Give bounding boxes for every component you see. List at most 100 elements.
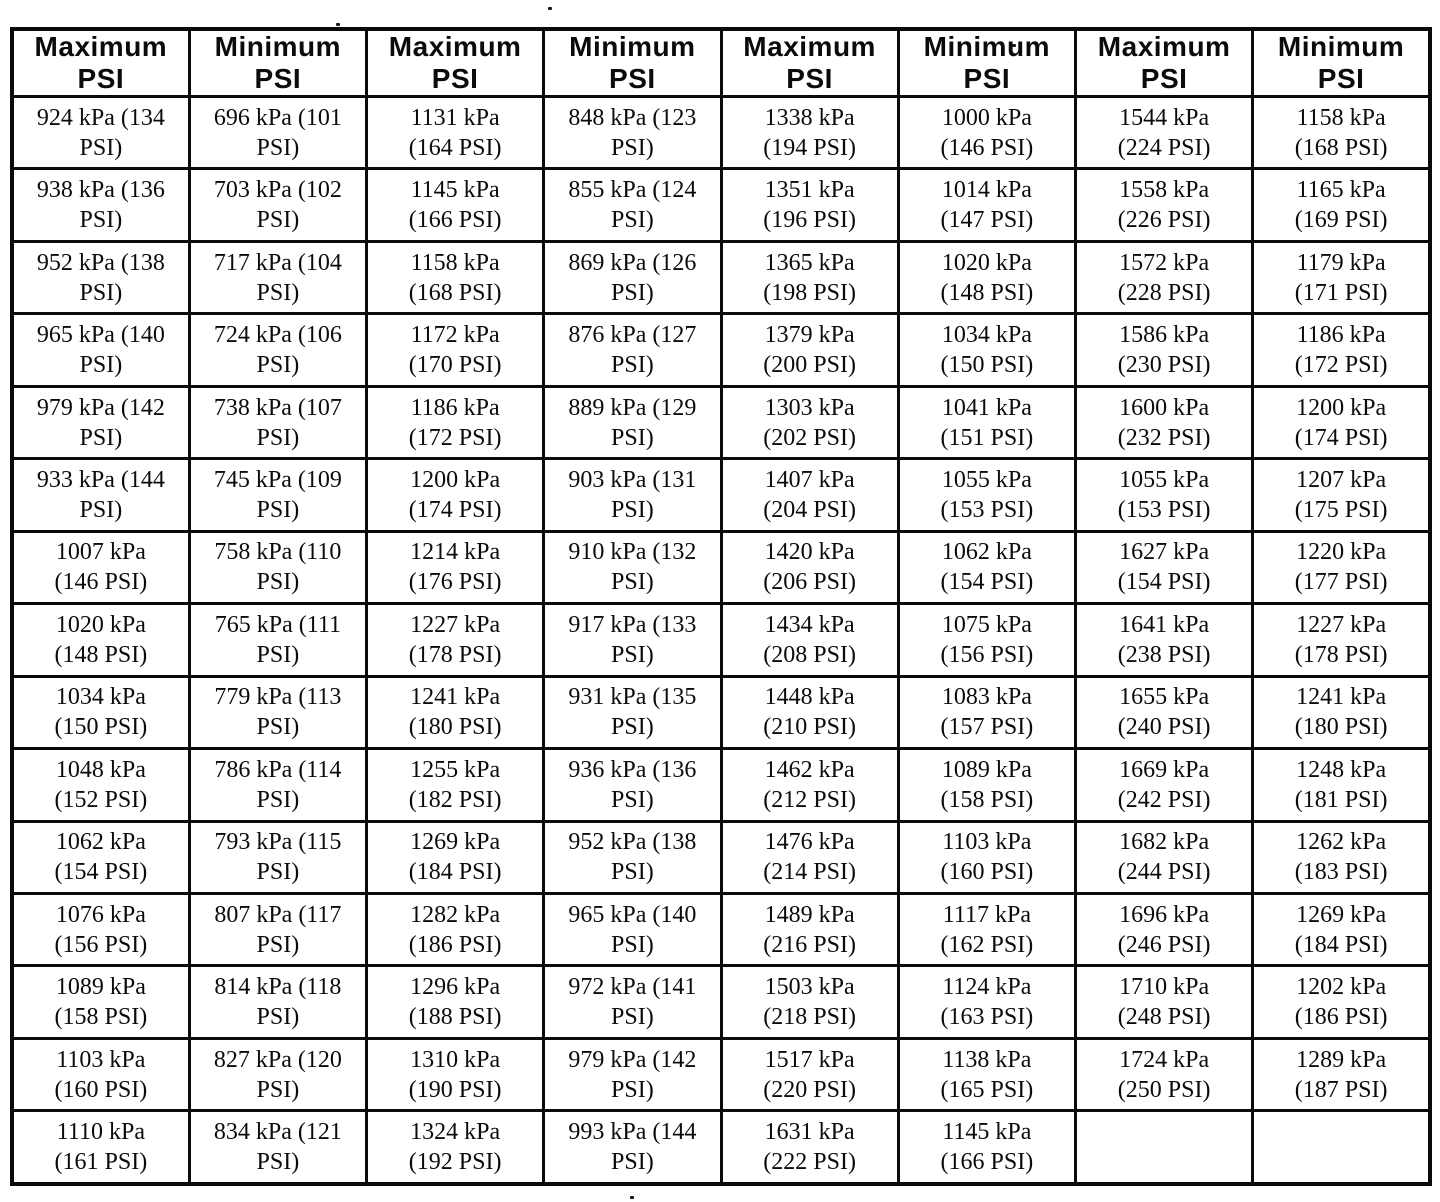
pressure-cell: 931 kPa (135 PSI): [542, 674, 723, 751]
pressure-cell: 1710 kPa (248 PSI): [1073, 964, 1255, 1040]
pressure-cell: 952 kPa (138 PSI): [542, 819, 723, 895]
pressure-cell: 1000 kPa (146 PSI): [896, 94, 1078, 171]
pressure-cell: 1724 kPa (250 PSI): [1073, 1036, 1255, 1113]
pressure-cell: 1365 kPa (198 PSI): [719, 239, 900, 316]
pressure-cell: 1020 kPa (148 PSI): [896, 239, 1078, 316]
pressure-cell: 1020 kPa (148 PSI): [10, 602, 191, 678]
pressure-cell: 1145 kPa (166 PSI): [364, 167, 546, 243]
table-row: 938 kPa (136 PSI) 703 kPa (102 PSI) 1145 k…: [10, 167, 1432, 243]
pressure-cell: [1251, 1109, 1432, 1186]
pressure-cell: 1310 kPa (190 PSI): [364, 1036, 546, 1113]
pressure-cell: 1241 kPa (180 PSI): [364, 674, 546, 751]
pressure-cell: 1572 kPa (228 PSI): [1073, 239, 1255, 316]
pressure-cell: 924 kPa (134 PSI): [10, 94, 191, 171]
pressure-cell: [1073, 1109, 1255, 1186]
pressure-cell: 1462 kPa (212 PSI): [719, 747, 900, 823]
pressure-cell: 1131 kPa (164 PSI): [364, 94, 546, 171]
pressure-cell: 1055 kPa (153 PSI): [896, 457, 1078, 533]
pressure-cell: 1062 kPa (154 PSI): [896, 529, 1078, 606]
table-row: 1048 kPa (152 PSI) 786 kPa (114 PSI) 1255 …: [10, 747, 1432, 823]
pressure-cell: 1110 kPa (161 PSI): [10, 1109, 191, 1186]
pressure-cell: 1089 kPa (158 PSI): [896, 747, 1078, 823]
pressure-cell: 1145 kPa (166 PSI): [896, 1109, 1078, 1186]
pressure-cell: 1062 kPa (154 PSI): [10, 819, 191, 895]
column-header: Maximum PSI: [364, 27, 546, 98]
pressure-cell: 1041 kPa (151 PSI): [896, 384, 1078, 461]
pressure-cell: 1262 kPa (183 PSI): [1251, 819, 1432, 895]
table-row: 1089 kPa (158 PSI) 814 kPa (118 PSI) 1296 …: [10, 964, 1432, 1040]
pressure-cell: 1200 kPa (174 PSI): [364, 457, 546, 533]
pressure-cell: 1303 kPa (202 PSI): [719, 384, 900, 461]
pressure-cell: 1255 kPa (182 PSI): [364, 747, 546, 823]
pressure-cell: 876 kPa (127 PSI): [542, 312, 723, 388]
column-header: Maximum PSI: [1073, 27, 1255, 98]
pressure-cell: 1207 kPa (175 PSI): [1251, 457, 1432, 533]
pressure-cell: 807 kPa (117 PSI): [187, 891, 369, 968]
pressure-cell: 1558 kPa (226 PSI): [1073, 167, 1255, 243]
pressure-cell: 848 kPa (123 PSI): [542, 94, 723, 171]
pressure-cell: 1544 kPa (224 PSI): [1073, 94, 1255, 171]
pressure-cell: 1055 kPa (153 PSI): [1073, 457, 1255, 533]
pressure-cell: 1296 kPa (188 PSI): [364, 964, 546, 1040]
pressure-table: Maximum PSI Minimum PSI Maximum PSI Minimum…: [10, 27, 1432, 1186]
pressure-cell: 1227 kPa (178 PSI): [364, 602, 546, 678]
pressure-cell: 1214 kPa (176 PSI): [364, 529, 546, 606]
pressure-cell: 1186 kPa (172 PSI): [364, 384, 546, 461]
pressure-cell: 1586 kPa (230 PSI): [1073, 312, 1255, 388]
pressure-cell: 1696 kPa (246 PSI): [1073, 891, 1255, 968]
pressure-cell: 1124 kPa (163 PSI): [896, 964, 1078, 1040]
table-row: 952 kPa (138 PSI) 717 kPa (104 PSI) 1158 k…: [10, 239, 1432, 316]
table-row: 1007 kPa (146 PSI) 758 kPa (110 PSI) 1214 …: [10, 529, 1432, 606]
pressure-cell: 827 kPa (120 PSI): [187, 1036, 369, 1113]
pressure-cell: 779 kPa (113 PSI): [187, 674, 369, 751]
pressure-cell: 696 kPa (101 PSI): [187, 94, 369, 171]
pressure-cell: 917 kPa (133 PSI): [542, 602, 723, 678]
table-row: 1110 kPa (161 PSI) 834 kPa (121 PSI) 1324 …: [10, 1109, 1432, 1186]
pressure-cell: 1269 kPa (184 PSI): [364, 819, 546, 895]
column-header: Maximum PSI: [719, 27, 900, 98]
pressure-cell: 717 kPa (104 PSI): [187, 239, 369, 316]
pressure-cell: 758 kPa (110 PSI): [187, 529, 369, 606]
pressure-cell: 936 kPa (136 PSI): [542, 747, 723, 823]
pressure-cell: 1186 kPa (172 PSI): [1251, 312, 1432, 388]
pressure-cell: 979 kPa (142 PSI): [542, 1036, 723, 1113]
pressure-cell: 1172 kPa (170 PSI): [364, 312, 546, 388]
pressure-cell: 1179 kPa (171 PSI): [1251, 239, 1432, 316]
pressure-cell: 1103 kPa (160 PSI): [896, 819, 1078, 895]
header-row: Maximum PSI Minimum PSI Maximum PSI Minimum…: [10, 27, 1432, 98]
pressure-cell: 1269 kPa (184 PSI): [1251, 891, 1432, 968]
pressure-cell: 1158 kPa (168 PSI): [364, 239, 546, 316]
table-row: 1103 kPa (160 PSI) 827 kPa (120 PSI) 1310 …: [10, 1036, 1432, 1113]
pressure-cell: 952 kPa (138 PSI): [10, 239, 191, 316]
table-row: 1020 kPa (148 PSI) 765 kPa (111 PSI) 1227 …: [10, 602, 1432, 678]
pressure-cell: 1075 kPa (156 PSI): [896, 602, 1078, 678]
pressure-cell: 1627 kPa (154 PSI): [1073, 529, 1255, 606]
pressure-cell: 889 kPa (129 PSI): [542, 384, 723, 461]
pressure-cell: 938 kPa (136 PSI): [10, 167, 191, 243]
pressure-cell: 1289 kPa (187 PSI): [1251, 1036, 1432, 1113]
pressure-cell: 1241 kPa (180 PSI): [1251, 674, 1432, 751]
pressure-cell: 1282 kPa (186 PSI): [364, 891, 546, 968]
pressure-cell: 1517 kPa (220 PSI): [719, 1036, 900, 1113]
table-row: 979 kPa (142 PSI) 738 kPa (107 PSI) 1186 k…: [10, 384, 1432, 461]
pressure-cell: 965 kPa (140 PSI): [10, 312, 191, 388]
pressure-cell: 786 kPa (114 PSI): [187, 747, 369, 823]
pressure-cell: 1600 kPa (232 PSI): [1073, 384, 1255, 461]
table-body: 924 kPa (134 PSI) 696 kPa (101 PSI) 1131 k…: [10, 94, 1432, 1186]
column-header: Maximum PSI: [10, 27, 191, 98]
pressure-cell: 1165 kPa (169 PSI): [1251, 167, 1432, 243]
pressure-cell: 1655 kPa (240 PSI): [1073, 674, 1255, 751]
pressure-cell: 1324 kPa (192 PSI): [364, 1109, 546, 1186]
pressure-cell: 1048 kPa (152 PSI): [10, 747, 191, 823]
pressure-cell: 1434 kPa (208 PSI): [719, 602, 900, 678]
table-row: 933 kPa (144 PSI) 745 kPa (109 PSI) 1200 k…: [10, 457, 1432, 533]
pressure-cell: 1089 kPa (158 PSI): [10, 964, 191, 1040]
pressure-cell: 933 kPa (144 PSI): [10, 457, 191, 533]
pressure-cell: 1007 kPa (146 PSI): [10, 529, 191, 606]
pressure-cell: 1631 kPa (222 PSI): [719, 1109, 900, 1186]
pressure-cell: 1338 kPa (194 PSI): [719, 94, 900, 171]
scan-speck: [336, 23, 340, 26]
pressure-cell: 765 kPa (111 PSI): [187, 602, 369, 678]
column-header: Minimum PSI: [1251, 27, 1432, 98]
